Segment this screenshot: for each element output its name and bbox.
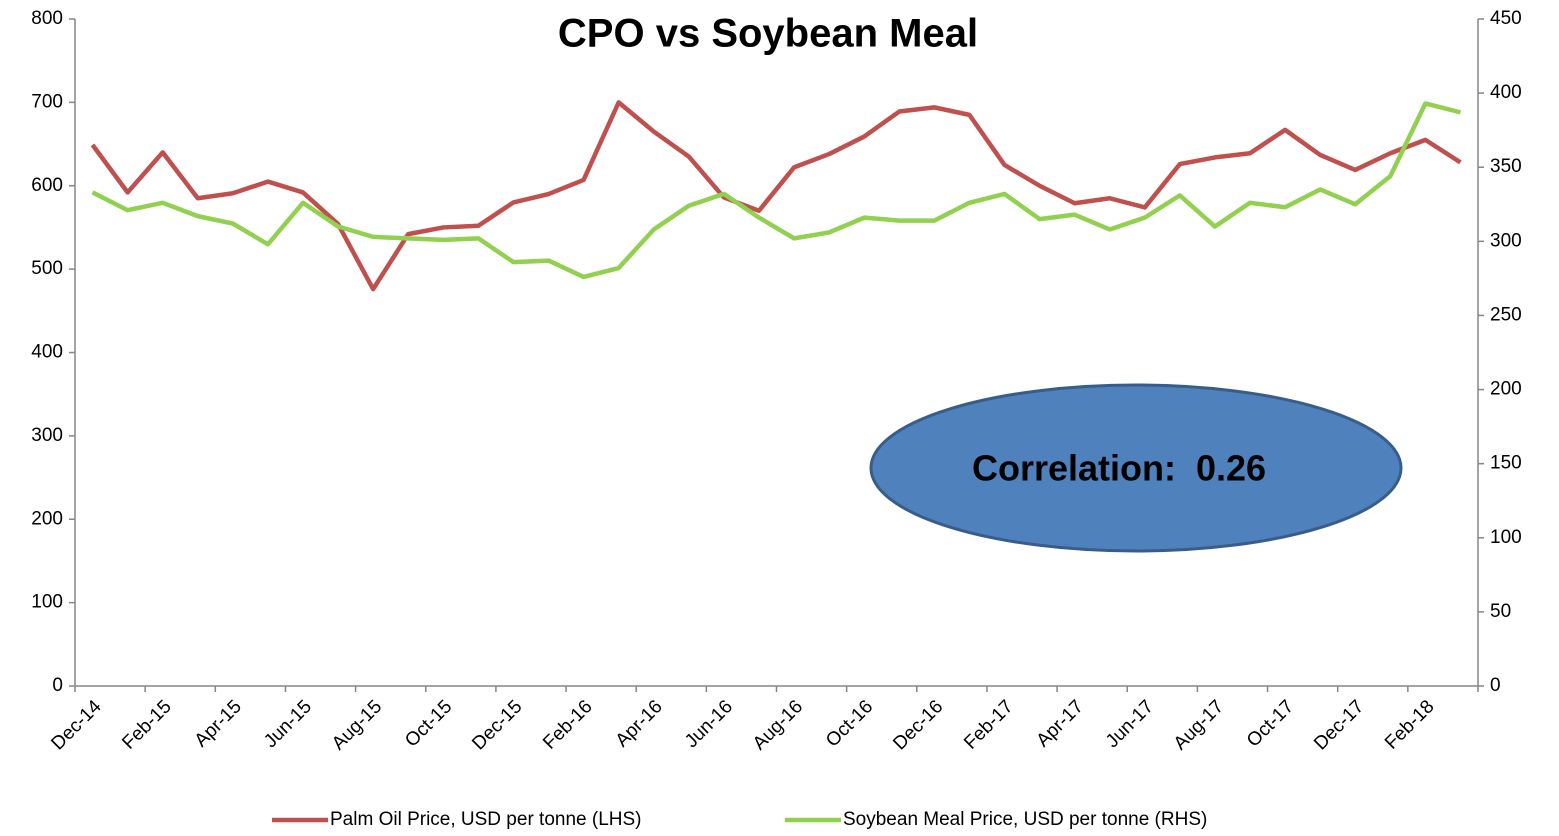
y2-tick-label: 200: [1490, 379, 1522, 400]
x-tick-label: Oct-17: [1243, 696, 1298, 751]
y-tick-label: 100: [31, 592, 63, 613]
x-tick-label: Apr-15: [191, 696, 246, 751]
x-tick-label: Dec-15: [468, 696, 526, 754]
y-tick-label: 700: [31, 91, 63, 112]
x-tick-label: Feb-15: [118, 696, 175, 753]
y2-tick-label: 100: [1490, 527, 1522, 548]
legend-label: Soybean Meal Price, USD per tonne (RHS): [843, 809, 1207, 830]
x-tick-label: Feb-17: [960, 696, 1017, 753]
x-tick-label: Oct-16: [822, 696, 877, 751]
y-tick-label: 800: [31, 8, 63, 29]
y2-tick-label: 150: [1490, 453, 1522, 474]
annotation-text: Correlation: 0.26: [972, 448, 1266, 489]
annotation: Correlation: 0.26: [869, 383, 1403, 553]
annotation-ellipse: [869, 383, 1403, 553]
y2-tick-label: 350: [1490, 156, 1522, 177]
chart-title: CPO vs Soybean Meal: [558, 12, 978, 56]
x-tick-label: Feb-18: [1381, 696, 1438, 753]
y-tick-label: 600: [31, 175, 63, 196]
x-tick-label: Jun-15: [260, 696, 316, 752]
y2-tick-label: 50: [1490, 601, 1511, 622]
series-line: [90, 100, 1462, 292]
series-line: [91, 101, 1462, 280]
y2-tick-label: 300: [1490, 230, 1522, 251]
y2-tick-label: 0: [1490, 675, 1501, 696]
x-tick-label: Dec-17: [1310, 696, 1368, 754]
y-tick-label: 0: [52, 675, 63, 696]
x-tick-label: Feb-16: [539, 696, 596, 753]
x-tick-label: Oct-15: [401, 696, 456, 751]
y2-tick-label: 400: [1490, 82, 1522, 103]
y-tick-label: 200: [31, 508, 63, 529]
y-tick-label: 500: [31, 258, 63, 279]
x-tick-label: Dec-16: [889, 696, 947, 754]
x-tick-label: Aug-16: [749, 696, 807, 754]
legend-label: Palm Oil Price, USD per tonne (LHS): [330, 809, 642, 830]
x-tick-label: Aug-15: [328, 696, 386, 754]
y2-tick-label: 250: [1490, 304, 1522, 325]
y-tick-label: 300: [31, 425, 63, 446]
x-tick-label: Apr-16: [612, 696, 667, 751]
y2-tick-label: 450: [1490, 8, 1522, 29]
x-tick-label: Apr-17: [1033, 696, 1088, 751]
x-tick-label: Aug-17: [1170, 696, 1228, 754]
y-tick-label: 400: [31, 342, 63, 363]
x-tick-label: Jun-16: [681, 696, 737, 752]
x-tick-label: Dec-14: [47, 696, 105, 754]
x-tick-label: Jun-17: [1102, 696, 1158, 752]
